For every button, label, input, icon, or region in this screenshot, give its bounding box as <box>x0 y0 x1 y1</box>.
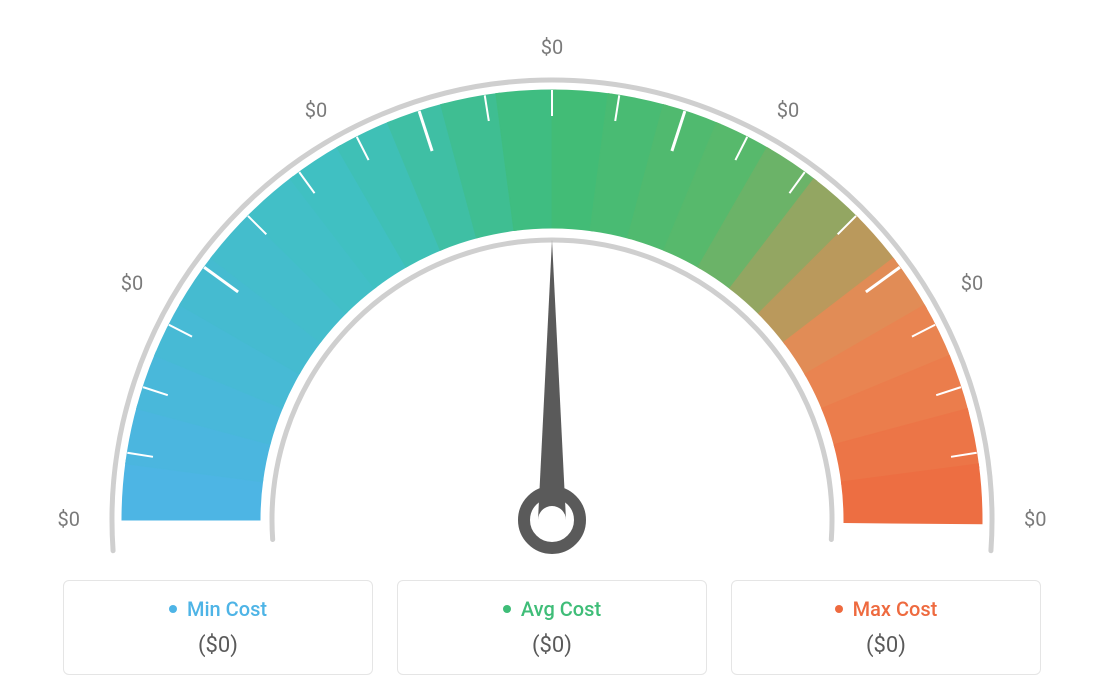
legend-card-avg: Avg Cost ($0) <box>397 580 707 675</box>
gauge-tick-label: $0 <box>1024 507 1046 531</box>
legend-dot-max <box>835 605 843 613</box>
legend-value-max: ($0) <box>752 633 1020 658</box>
legend-header-max: Max Cost <box>835 597 938 621</box>
legend-label-max: Max Cost <box>853 597 938 621</box>
gauge-tick-label: $0 <box>541 35 563 59</box>
gauge-tick-label: $0 <box>121 271 143 295</box>
gauge-tick-label: $0 <box>58 507 80 531</box>
legend-dot-min <box>169 605 177 613</box>
gauge-svg: $0 $0 $0 $0 $0 $0 $0 <box>40 20 1064 560</box>
legend-label-min: Min Cost <box>187 597 267 621</box>
legend-label-avg: Avg Cost <box>521 597 601 621</box>
legend-value-min: ($0) <box>84 633 352 658</box>
gauge-area: $0 $0 $0 $0 $0 $0 $0 <box>40 20 1064 560</box>
gauge-tick-label: $0 <box>777 98 799 122</box>
gauge-tick-label: $0 <box>961 271 983 295</box>
legend-card-min: Min Cost ($0) <box>63 580 373 675</box>
gauge-tick-label: $0 <box>305 98 327 122</box>
gauge-chart-container: $0 $0 $0 $0 $0 $0 $0 Min Cost ($0) Avg Cost ($… <box>0 0 1104 690</box>
legend-row: Min Cost ($0) Avg Cost ($0) Max Cost ($0… <box>40 580 1064 675</box>
legend-card-max: Max Cost ($0) <box>731 580 1041 675</box>
legend-value-avg: ($0) <box>418 633 686 658</box>
legend-header-avg: Avg Cost <box>503 597 601 621</box>
legend-dot-avg <box>503 605 511 613</box>
legend-header-min: Min Cost <box>169 597 267 621</box>
